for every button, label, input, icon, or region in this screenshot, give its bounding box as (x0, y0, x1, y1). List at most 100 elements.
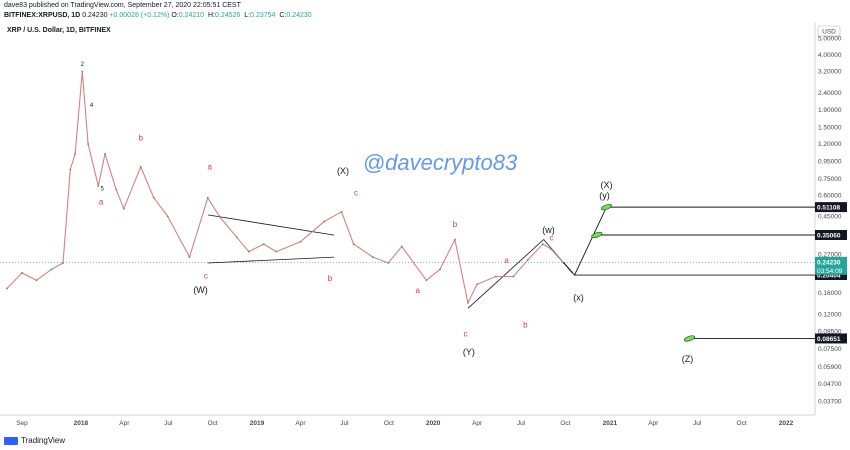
price-point (467, 301, 469, 304)
y-tick-label: 3.20000 (818, 69, 842, 76)
price-point (6, 287, 8, 290)
currency-badge[interactable] (817, 25, 841, 37)
price-point (541, 243, 544, 245)
x-tick-label: Oct (384, 420, 394, 427)
close-key: C: (279, 12, 287, 19)
x-tick-label: 2021 (603, 420, 618, 427)
y-tick-label: 1.50000 (818, 125, 842, 132)
symbol-info-line: BITFINEX:XRPUSD, 1D 0.24230 +0.00028 (+0… (4, 11, 314, 20)
price-tag-label: 0.20404 (817, 273, 841, 280)
wave-label: (Z) (682, 354, 694, 364)
currency-label: USD (822, 29, 836, 36)
x-tick-label: 2019 (250, 420, 265, 427)
wave-label: (X) (337, 166, 349, 176)
x-tick-label: Jul (517, 420, 526, 427)
price-point (206, 196, 209, 199)
wave-label: a (208, 163, 213, 172)
x-tick-label: 2020 (426, 420, 441, 427)
price-point (87, 143, 90, 145)
trendline[interactable] (207, 256, 335, 264)
low-key: L: (244, 12, 251, 19)
tradingview-logo-icon (4, 436, 18, 445)
y-tick-label: 0.60000 (818, 192, 842, 199)
publish-info: dave83 published on TradingView.com, Sep… (4, 2, 241, 9)
price-point (139, 166, 142, 168)
price-point (247, 250, 250, 253)
price-tag-label: 0.08651 (817, 336, 841, 343)
price-tag[interactable] (815, 229, 847, 240)
open-key: O: (171, 12, 179, 19)
wave-label: a (504, 256, 509, 265)
x-tick-label: 2018 (74, 420, 89, 427)
wave-label: (Y) (463, 347, 475, 357)
wave-label: (y) (599, 190, 610, 200)
y-tick-label: 4.00000 (818, 52, 842, 59)
target-marker[interactable] (600, 203, 613, 211)
y-tick-label: 0.07500 (818, 346, 842, 353)
y-tick-label: 0.03700 (818, 398, 842, 405)
y-tick-label: 0.04700 (818, 381, 842, 388)
price-tag-label: 0.51108 (817, 205, 841, 212)
projection-path[interactable] (563, 206, 607, 276)
price-point (476, 283, 479, 286)
price-point (115, 188, 118, 191)
price-point (50, 268, 53, 271)
x-tick-label: Apr (648, 420, 659, 427)
high-key: H: (208, 12, 215, 19)
y-tick-label: 0.05900 (818, 364, 842, 371)
last-price-tag[interactable] (815, 256, 847, 275)
y-tick-label: 1.90000 (818, 107, 842, 114)
price-point (352, 243, 355, 245)
wave-label: (x) (573, 292, 584, 302)
price-point (81, 70, 84, 73)
y-tick-label: 0.45000 (818, 214, 842, 221)
x-tick-label: Oct (208, 420, 218, 427)
wave-label: (X) (600, 180, 612, 190)
wave-label: 2 (81, 62, 85, 68)
price-point (526, 259, 529, 261)
trendline[interactable] (467, 239, 544, 309)
price-point (97, 185, 100, 187)
price-point (275, 250, 278, 253)
x-tick-label: Oct (737, 420, 747, 427)
x-tick-label: Apr (472, 420, 483, 427)
tradingview-footer[interactable]: TradingView (4, 436, 65, 445)
price-point (340, 210, 343, 213)
price-point (218, 215, 221, 218)
price-point (62, 262, 64, 264)
x-tick-label: Jul (164, 420, 173, 427)
y-tick-label: 0.12000 (818, 311, 842, 318)
price-point (371, 256, 374, 258)
bar-countdown-label: 03:54:09 (817, 268, 843, 275)
wave-label: 4 (90, 103, 94, 109)
wave-label: (W) (193, 285, 208, 295)
price-point (21, 271, 23, 274)
y-tick-label: 1.20000 (818, 141, 842, 148)
chart-pane[interactable] (0, 22, 815, 415)
price-tag[interactable] (815, 202, 847, 213)
price-point (387, 262, 390, 264)
price-point (299, 240, 302, 243)
wave-label: b (453, 220, 458, 229)
x-tick-label: Oct (560, 420, 570, 427)
x-tick-label: Jul (693, 420, 702, 427)
y-tick-label: 0.75000 (818, 176, 842, 183)
trendline[interactable] (207, 214, 335, 236)
target-marker[interactable] (591, 231, 603, 239)
x-tick-label: Apr (119, 420, 130, 427)
price-point (166, 215, 169, 218)
target-marker[interactable] (683, 335, 696, 343)
low-value: 0.23754 (250, 12, 276, 19)
watermark-text: @davecrypto83 (363, 150, 518, 175)
y-tick-label: 0.09500 (818, 329, 842, 336)
price-point (454, 238, 456, 241)
chart-title: XRP / U.S. Dollar, 1D, BITFINEX (7, 27, 111, 34)
price-point (152, 196, 155, 199)
price-point (122, 207, 125, 210)
price-point (512, 275, 515, 278)
price-tag[interactable] (815, 333, 847, 344)
wave-label: (w) (542, 225, 555, 235)
x-tick-label: Apr (295, 420, 306, 427)
price-tag[interactable] (815, 270, 847, 281)
